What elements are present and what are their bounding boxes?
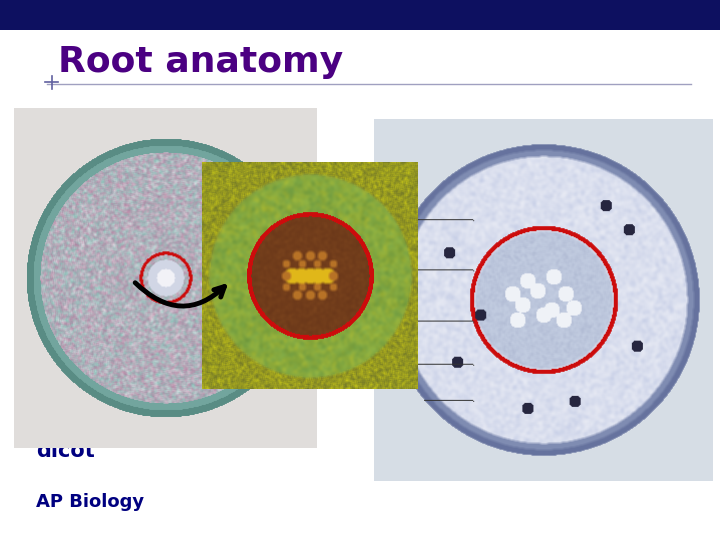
Text: dicot: dicot [36, 441, 95, 461]
Text: Root anatomy: Root anatomy [58, 45, 343, 79]
Text: monocot: monocot [582, 441, 684, 461]
Text: AP Biology: AP Biology [36, 493, 144, 511]
Bar [0, 0, 720, 30]
